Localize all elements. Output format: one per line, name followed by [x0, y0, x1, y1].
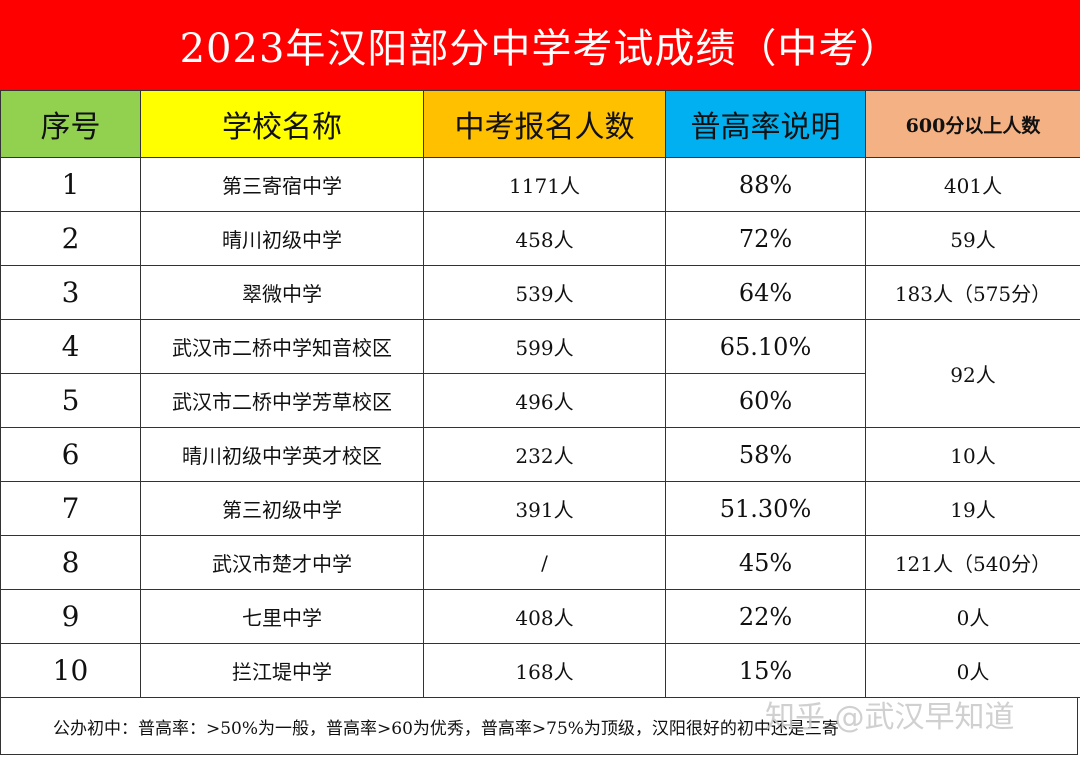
above600-count: 0人: [865, 589, 1080, 644]
school-name: 武汉市二桥中学芳草校区: [140, 373, 424, 428]
row-index: 5: [0, 373, 141, 428]
row-index: 9: [0, 589, 141, 644]
table-row: 10 拦江堤中学 168人 15% 0人: [0, 643, 1080, 698]
applicants-count: 168人: [423, 643, 666, 698]
applicants-count: 408人: [423, 589, 666, 644]
rate-value: 45%: [665, 535, 866, 590]
table-row: 8 武汉市楚才中学/45% 121人（540分）: [0, 535, 1080, 590]
rate-value: 64%: [665, 265, 866, 320]
above600-count: 92人: [865, 319, 1080, 428]
table-row: 5 武汉市二桥中学芳草校区 496人 60%: [0, 373, 1080, 428]
above600-count: 121人（540分）: [865, 535, 1080, 590]
table-row: 1 第三寄宿中学 1171人 88% 401人: [0, 157, 1080, 212]
table-row: 2 晴川初级中学 458人 72% 59人: [0, 211, 1080, 266]
applicants-count: 599人: [423, 319, 666, 374]
row-index: 10: [0, 643, 141, 698]
table-row: 3 翠微中学 539人 64% 183人（575分）: [0, 265, 1080, 320]
footer-note: 公办初中：普高率：>50%为一般，普高率>60为优秀，普高率>75%为顶级，汉阳…: [0, 697, 1078, 755]
header-above600: 600分以上人数: [865, 90, 1080, 158]
header-row: 序号 学校名称 中考报名人数 普高率说明 600分以上人数: [0, 90, 1080, 158]
applicants-count: 458人: [423, 211, 666, 266]
applicants-count: 1171人: [423, 157, 666, 212]
watermark: 知乎 @武汉早知道: [765, 700, 1015, 735]
rate-value: 72%: [665, 211, 866, 266]
header-rate: 普高率说明: [665, 90, 866, 158]
school-name: 武汉市楚才中学: [140, 535, 424, 590]
row-index: 2: [0, 211, 141, 266]
table-row: 6 晴川初级中学英才校区 232人 58% 10人: [0, 427, 1080, 482]
applicants-count: 539人: [423, 265, 666, 320]
applicants-count: 391人: [423, 481, 666, 536]
page-title: 2023年汉阳部分中学考试成绩（中考）: [0, 0, 1080, 91]
applicants-count: 232人: [423, 427, 666, 482]
table-row: 9 七里中学 408人 22% 0人: [0, 589, 1080, 644]
above600-count: 183人（575分）: [865, 265, 1080, 320]
rate-value: 58%: [665, 427, 866, 482]
school-name: 拦江堤中学: [140, 643, 424, 698]
header-index: 序号: [0, 90, 141, 158]
applicants-count: 496人: [423, 373, 666, 428]
school-name: 晴川初级中学: [140, 211, 424, 266]
school-name: 七里中学: [140, 589, 424, 644]
school-name: 武汉市二桥中学知音校区: [140, 319, 424, 374]
rate-value: 51.30%: [665, 481, 866, 536]
above600-count: 0人: [865, 643, 1080, 698]
school-name: 第三寄宿中学: [140, 157, 424, 212]
table-row: 7 第三初级中学 391人 51.30% 19人: [0, 481, 1080, 536]
applicants-count: /: [423, 535, 666, 590]
above600-count: 59人: [865, 211, 1080, 266]
school-name: 晴川初级中学英才校区: [140, 427, 424, 482]
row-index: 6: [0, 427, 141, 482]
rate-value: 60%: [665, 373, 866, 428]
rate-value: 22%: [665, 589, 866, 644]
header-school: 学校名称: [140, 90, 424, 158]
above600-count: 401人: [865, 157, 1080, 212]
row-index: 8: [0, 535, 141, 590]
row-index: 4: [0, 319, 141, 374]
rate-value: 15%: [665, 643, 866, 698]
table-row: 4 武汉市二桥中学知音校区 599人 65.10% 92人: [0, 319, 1080, 428]
row-index: 7: [0, 481, 141, 536]
above600-count: 10人: [865, 427, 1080, 482]
row-index: 3: [0, 265, 141, 320]
school-name: 翠微中学: [140, 265, 424, 320]
row-index: 1: [0, 157, 141, 212]
header-applicants: 中考报名人数: [423, 90, 666, 158]
above600-count: 19人: [865, 481, 1080, 536]
school-name: 第三初级中学: [140, 481, 424, 536]
rate-value: 88%: [665, 157, 866, 212]
rate-value: 65.10%: [665, 319, 866, 374]
scores-table: 序号 学校名称 中考报名人数 普高率说明 600分以上人数 1 第三寄宿中学 117…: [0, 90, 1080, 698]
